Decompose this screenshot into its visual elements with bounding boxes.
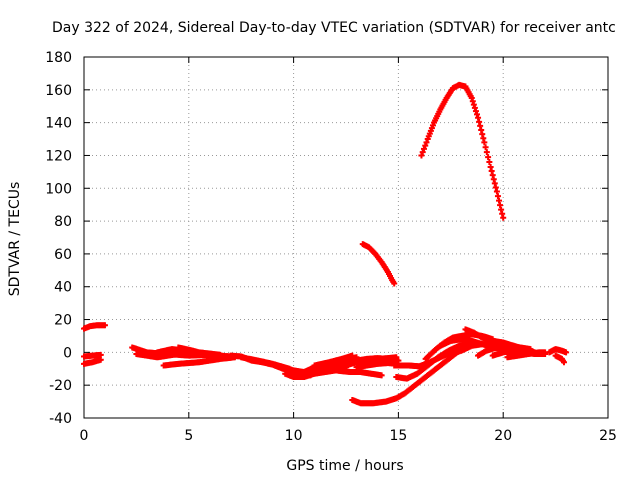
data-track — [504, 349, 549, 361]
x-axis-ticks: 0 5 10 15 20 25 — [80, 57, 617, 444]
y-tick-label: 160 — [45, 83, 72, 99]
data-track — [359, 241, 398, 287]
data-point — [472, 108, 479, 115]
x-tick-label: 5 — [184, 428, 193, 444]
data-point — [486, 159, 493, 166]
data-point — [418, 152, 425, 159]
data-point — [423, 139, 430, 146]
x-tick-label: 0 — [80, 428, 89, 444]
data-track — [418, 81, 507, 221]
data-point — [492, 184, 499, 191]
data-point — [474, 111, 480, 118]
data-points — [81, 81, 570, 407]
data-track — [81, 322, 108, 332]
data-point — [482, 144, 489, 151]
data-point — [420, 145, 427, 152]
data-track — [393, 339, 473, 382]
data-point — [490, 176, 497, 183]
data-point — [101, 322, 108, 329]
data-point — [481, 139, 488, 146]
data-point — [223, 355, 230, 362]
data-track — [311, 352, 356, 369]
data-track — [175, 344, 230, 362]
data-point — [422, 142, 429, 149]
data-point — [493, 188, 500, 195]
plot-frame — [83, 56, 609, 419]
y-tick-label: -40 — [49, 411, 72, 427]
data-track — [475, 342, 534, 359]
y-axis-ticks: -40 -20 0 20 40 60 80 100 120 140 160 180 — [45, 50, 608, 427]
y-tick-label: -20 — [49, 378, 72, 394]
data-point — [488, 168, 495, 175]
data-point — [563, 349, 570, 356]
x-tick-label: 20 — [494, 428, 512, 444]
data-point — [560, 359, 567, 366]
y-tick-label: 40 — [54, 280, 72, 296]
data-point — [483, 149, 490, 156]
data-point — [489, 172, 496, 179]
y-tick-label: 180 — [45, 50, 72, 66]
data-point — [475, 114, 482, 121]
y-tick-label: 20 — [54, 313, 72, 329]
y-tick-label: 60 — [54, 247, 72, 263]
data-point — [468, 95, 475, 102]
data-point — [499, 210, 506, 217]
y-axis-label: SDTVAR / TECUs — [7, 182, 23, 297]
data-track — [353, 360, 402, 371]
chart-title: Day 322 of 2024, Sidereal Day-to-day VTE… — [52, 20, 616, 36]
x-axis-label: GPS time / hours — [286, 458, 403, 474]
y-tick-label: 0 — [63, 345, 72, 361]
data-point — [497, 202, 504, 209]
y-tick-label: 100 — [45, 181, 72, 197]
data-point — [470, 101, 477, 108]
data-point — [349, 352, 356, 359]
data-point — [97, 356, 104, 363]
data-point — [469, 98, 476, 105]
data-point — [500, 214, 507, 221]
data-point — [491, 180, 498, 187]
data-point — [496, 197, 503, 204]
y-tick-label: 80 — [54, 214, 72, 230]
data-point — [471, 104, 478, 111]
data-point — [480, 135, 487, 142]
data-track — [81, 356, 104, 367]
y-tick-label: 120 — [45, 148, 72, 164]
data-point — [479, 131, 486, 138]
data-point — [487, 163, 494, 170]
data-point — [494, 193, 501, 200]
plot-border — [83, 56, 609, 419]
data-point — [476, 118, 483, 125]
data-track — [353, 355, 402, 364]
data-point — [477, 122, 484, 129]
data-point — [391, 280, 398, 287]
data-track — [552, 352, 567, 366]
data-point — [485, 154, 492, 161]
x-tick-label: 10 — [285, 428, 303, 444]
data-point — [478, 127, 485, 134]
x-tick-label: 15 — [389, 428, 407, 444]
x-tick-label: 25 — [599, 428, 617, 444]
y-tick-label: 140 — [45, 116, 72, 132]
data-track — [546, 346, 570, 356]
data-point — [419, 149, 426, 156]
data-point — [378, 372, 385, 379]
data-point — [498, 206, 505, 213]
